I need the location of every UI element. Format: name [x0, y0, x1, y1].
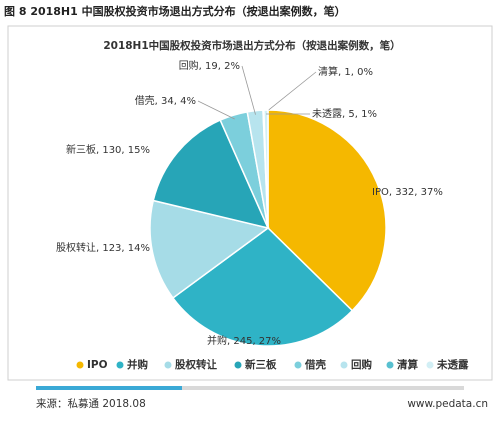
legend-marker — [165, 362, 172, 369]
figure-header: 图 8 2018H1 中国股权投资市场退出方式分布（按退出案例数，笔） — [4, 4, 346, 18]
data-label: 股权转让, 123, 14% — [56, 241, 150, 254]
data-label: 清算, 1, 0% — [318, 65, 373, 78]
data-label: IPO, 332, 37% — [372, 187, 443, 198]
footer-site: www.pedata.cn — [407, 398, 488, 410]
legend-marker — [235, 362, 242, 369]
legend-marker — [117, 362, 124, 369]
accent-bar-rest — [182, 386, 464, 390]
leader-line — [198, 101, 235, 119]
data-label: 未透露, 5, 1% — [312, 108, 377, 120]
legend-marker — [295, 362, 302, 369]
data-label: 借壳, 34, 4% — [135, 94, 196, 107]
data-label: 新三板, 130, 15% — [66, 143, 150, 156]
legend-label: 清算 — [397, 358, 418, 371]
legend-label: 并购 — [127, 358, 148, 371]
data-label: 回购, 19, 2% — [179, 59, 240, 72]
leader-line — [242, 66, 256, 115]
legend-marker — [427, 362, 434, 369]
legend-marker — [77, 362, 84, 369]
footer-source: 来源：私募通 2018.08 — [36, 397, 146, 410]
legend-label: 新三板 — [245, 358, 277, 371]
legend-label: 未透露 — [436, 358, 469, 371]
chart-title: 2018H1中国股权投资市场退出方式分布（按退出案例数，笔） — [103, 39, 400, 52]
accent-bar — [36, 386, 182, 390]
legend-label: 回购 — [351, 358, 372, 371]
legend-label: IPO — [87, 359, 108, 371]
leader-line — [264, 72, 316, 114]
legend-label: 股权转让 — [175, 358, 217, 371]
legend-marker — [341, 362, 348, 369]
legend-marker — [387, 362, 394, 369]
legend-label: 借壳 — [304, 358, 326, 371]
data-label: 并购, 245, 27% — [207, 334, 281, 347]
